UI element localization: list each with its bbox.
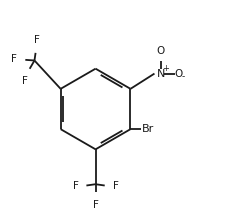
Text: +: + bbox=[161, 64, 168, 73]
Text: -: - bbox=[181, 72, 184, 81]
Text: F: F bbox=[92, 200, 98, 210]
Text: F: F bbox=[22, 76, 27, 86]
Text: F: F bbox=[10, 54, 16, 64]
Text: O: O bbox=[156, 46, 164, 56]
Text: F: F bbox=[112, 181, 118, 191]
Text: N: N bbox=[156, 69, 164, 78]
Text: Br: Br bbox=[141, 124, 153, 134]
Text: O: O bbox=[173, 69, 182, 78]
Text: F: F bbox=[72, 181, 78, 191]
Text: F: F bbox=[34, 35, 39, 44]
